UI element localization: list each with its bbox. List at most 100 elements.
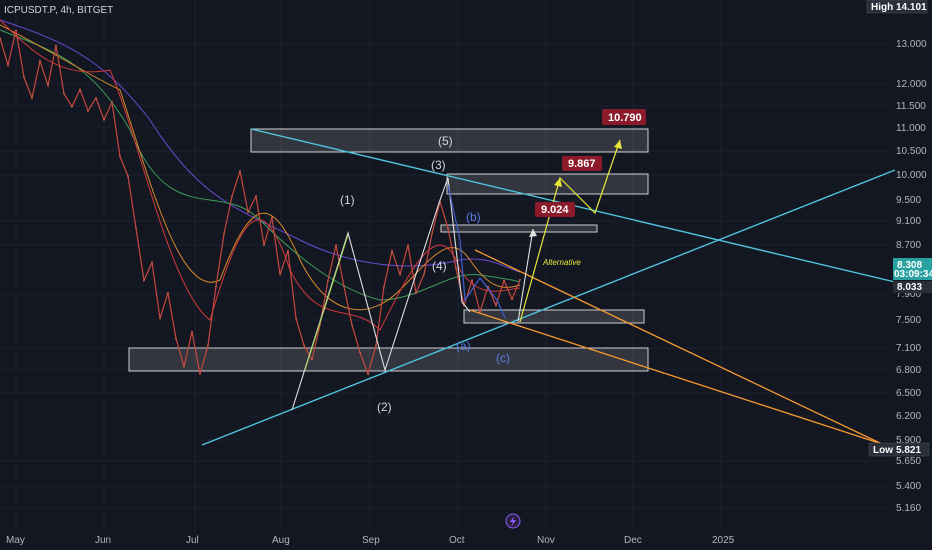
price-point [399, 273, 401, 276]
price-point [87, 110, 89, 112]
yellow-wave-path [304, 234, 349, 371]
price-point [31, 97, 33, 99]
forecast-alternative [519, 139, 621, 323]
forecast-paths [517, 139, 622, 323]
price-point [519, 279, 521, 281]
wave-label-5: (5) [438, 134, 453, 148]
price-tick: 5.400 [896, 481, 921, 492]
price-point [215, 285, 217, 288]
alternative-label: Alternative [542, 258, 581, 267]
low-value: 5.821 [896, 445, 921, 456]
price-tick: 13.000 [896, 39, 927, 50]
price-point [39, 60, 41, 62]
forecast-arrow-2 [614, 140, 622, 149]
price-point [271, 216, 273, 219]
price-point [111, 101, 113, 104]
price-tick: 10.000 [896, 170, 927, 181]
price-point [383, 285, 385, 288]
price-tick: 6.500 [896, 388, 921, 399]
wave-label-4: (4) [432, 259, 447, 273]
cyan-support-line[interactable] [201, 169, 896, 446]
price-point [263, 244, 265, 246]
price-point [119, 155, 121, 158]
price-tick: 10.500 [896, 146, 927, 157]
price-point [471, 279, 473, 282]
countdown-value: 03:09:34 [894, 269, 932, 280]
wave-label-c: (c) [496, 351, 510, 365]
current-price-value: 8.308 [897, 260, 922, 271]
high-value: 14.101 [896, 2, 927, 13]
price-point [287, 250, 289, 252]
current-price-tag [893, 258, 932, 280]
price-point [359, 351, 361, 354]
price-tick: 5.900 [896, 435, 921, 446]
price-point [295, 317, 297, 320]
price-point [303, 344, 305, 347]
price-point [63, 93, 65, 95]
price-point [327, 279, 329, 282]
time-tick: Jul [186, 535, 199, 546]
price-point [423, 273, 425, 276]
target-box-2 [562, 156, 602, 171]
price-point [47, 84, 49, 87]
target-label-3: 10.790 [608, 112, 642, 124]
target-tags[interactable]: 9.024 9.867 10.790 [535, 109, 646, 217]
price-tick: 12.000 [896, 79, 927, 90]
right-price-tags: High 14.101 8.308 03:09:34 8.033 Low 5.8… [866, 0, 932, 457]
zone-9[interactable] [440, 224, 598, 233]
forecast-arrow-1 [529, 229, 537, 237]
lightning-icon[interactable] [505, 513, 521, 529]
secondary-price-value: 8.033 [897, 282, 922, 293]
price-point [175, 337, 177, 340]
forecast-main [517, 228, 534, 323]
price-point [191, 330, 193, 333]
target-box-3 [602, 109, 646, 125]
price-point [127, 175, 129, 177]
price-tick: 7.500 [896, 315, 921, 326]
orange-lower-line[interactable] [469, 309, 883, 445]
zone-10[interactable] [446, 173, 649, 195]
low-tag [868, 442, 930, 457]
price-tick: 6.200 [896, 411, 921, 422]
price-point [447, 227, 449, 230]
time-tick: Nov [537, 535, 555, 546]
blue-wave-path [447, 184, 506, 319]
price-point [391, 250, 393, 252]
price-point [255, 195, 257, 198]
price-point [55, 44, 57, 47]
price-point [375, 344, 377, 347]
time-axis[interactable]: May Jun Jul Aug Sep Oct Nov Dec 2025 [6, 535, 735, 546]
time-tick: Oct [449, 535, 465, 546]
price-point [495, 304, 497, 307]
price-tick: 6.800 [896, 365, 921, 376]
high-label: High [871, 2, 893, 13]
orange-upper-line[interactable] [474, 249, 883, 445]
price-point [207, 344, 209, 347]
time-tick: Aug [272, 535, 290, 546]
time-tick: Dec [624, 535, 642, 546]
price-point [7, 64, 9, 66]
symbol-title: ICPUSDT.P, 4h, BITGET [4, 5, 113, 16]
price-point [279, 273, 281, 276]
price-point [159, 317, 161, 320]
price-point [479, 311, 481, 313]
wave-label-3: (3) [431, 158, 446, 172]
price-point [415, 292, 417, 294]
time-tick: May [6, 535, 25, 546]
price-point [183, 365, 185, 368]
price-point [231, 195, 233, 198]
price-point [367, 373, 369, 375]
price-point [335, 244, 337, 246]
zone-wave5[interactable] [250, 128, 649, 153]
wave-label-2: (2) [377, 400, 392, 414]
price-axis[interactable]: 13.000 12.000 11.500 11.000 10.500 10.00… [896, 39, 927, 514]
zone-7-7[interactable] [463, 309, 645, 324]
price-point [151, 261, 153, 264]
price-point [223, 233, 225, 235]
price-point [503, 279, 505, 282]
price-point [167, 292, 169, 294]
price-point [247, 211, 249, 213]
price-point [71, 105, 73, 108]
wave-label-b: (b) [466, 210, 481, 224]
